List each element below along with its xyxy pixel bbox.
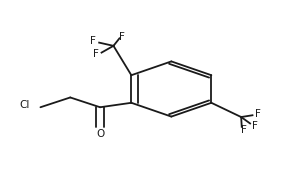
Text: F: F <box>119 32 125 42</box>
Text: F: F <box>93 49 99 59</box>
Text: F: F <box>240 125 246 135</box>
Text: O: O <box>96 129 104 139</box>
Text: F: F <box>252 121 257 131</box>
Text: F: F <box>254 109 260 119</box>
Text: Cl: Cl <box>20 100 30 111</box>
Text: F: F <box>90 36 96 46</box>
